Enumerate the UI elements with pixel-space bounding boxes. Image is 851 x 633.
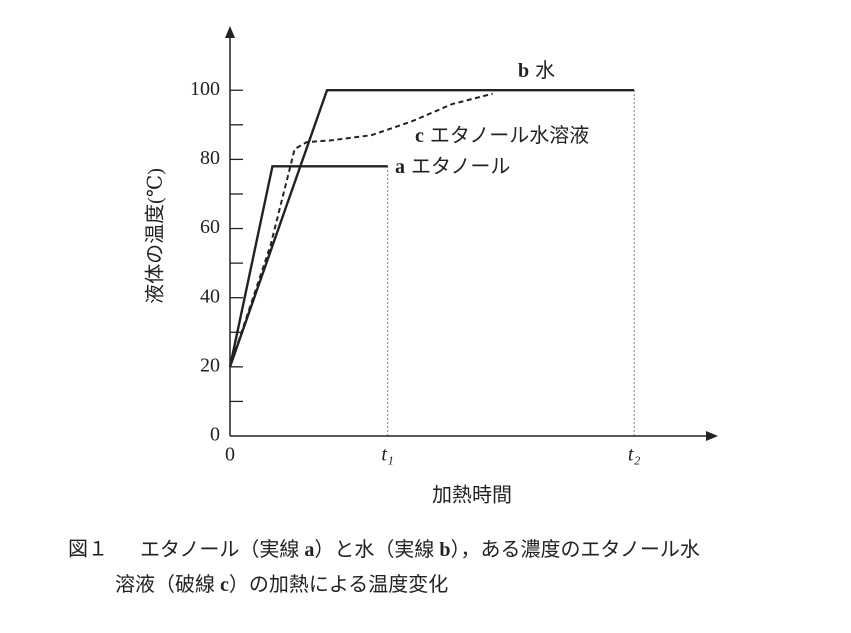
caption-text: ）と水（実線 [314,538,439,561]
caption-text: a [304,539,314,561]
x-tick-label: 0 [225,444,235,466]
y-axis-arrow [225,26,235,38]
x-axis-arrow [706,431,718,441]
series-label: a エタノール [395,155,510,178]
y-tick-label: 60 [200,216,220,238]
caption-text: ）の加熱による温度変化 [229,573,448,596]
x-tick-label: t₁ [381,444,394,466]
caption-line: エタノール（実線 a）と水（実線 b），ある濃度のエタノール水 [140,538,700,561]
y-tick-label: 20 [200,354,220,376]
series-label: c エタノール水溶液 [415,124,589,147]
caption-text: ），ある濃度のエタノール水 [451,538,700,561]
series-letter: a [395,156,405,178]
caption-text: エタノール（実線 [140,538,304,561]
caption-label: 図１ [68,539,108,561]
series-letter: c [415,125,424,147]
series-letter: b [518,60,529,82]
series-line [229,92,493,368]
x-tick-label: t₂ [628,444,641,466]
y-tick-label: 80 [200,147,220,169]
caption-text: 溶液（破線 [115,573,220,596]
series-line [228,165,388,368]
series-line [228,89,635,368]
x-axis-label: 加熱時間 [432,484,512,507]
y-axis-label: 液体の温度(℃) [144,168,167,304]
caption-text: b [439,539,450,561]
caption-line: 溶液（破線 c）の加熱による温度変化 [115,573,448,596]
series-name: エタノール水溶液 [430,124,589,147]
y-tick-label: 100 [190,78,220,100]
series-name: エタノール [411,155,510,178]
y-tick-label: 40 [200,285,220,307]
series-name: 水 [535,59,555,82]
caption-text: c [220,574,229,596]
y-tick-label: 0 [210,424,220,446]
